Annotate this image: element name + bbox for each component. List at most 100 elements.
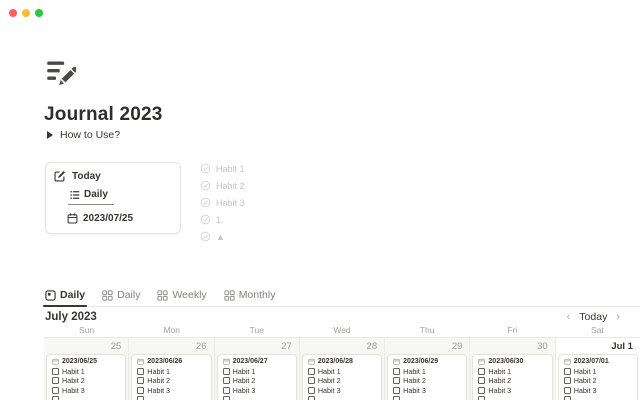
habit-row[interactable]: Habit 2 <box>563 376 633 385</box>
habit-row[interactable] <box>307 396 377 400</box>
checkbox-icon[interactable] <box>393 377 401 384</box>
day-card[interactable]: 2023/06/28 Habit 1 Habit 2 Habit 3 <box>301 354 383 400</box>
view-tabs: Daily Daily Weekly <box>42 289 640 307</box>
habit-row[interactable]: Habit 1 <box>563 366 633 376</box>
tab-label: Monthly <box>238 289 276 301</box>
today-card-date-link[interactable]: 2023/07/25 <box>67 213 172 224</box>
minimize-window-button[interactable] <box>22 9 30 17</box>
today-card-tab-daily[interactable]: Daily <box>68 189 114 205</box>
checkbox-icon[interactable] <box>563 367 571 375</box>
habit-row[interactable] <box>52 396 121 400</box>
habit-row[interactable] <box>478 396 547 400</box>
day-card-title: 2023/07/01 <box>573 358 609 365</box>
how-to-use-toggle[interactable]: How to Use? <box>47 129 120 141</box>
checkbox-icon[interactable] <box>137 386 145 394</box>
day-card[interactable]: 2023/07/01 Habit 1 Habit 2 Habit 3 <box>557 354 638 400</box>
day-card-title: 2023/06/28 <box>317 358 353 365</box>
calendar-today-button[interactable]: Today <box>579 311 608 323</box>
checkbox-icon[interactable] <box>393 396 401 400</box>
checkbox-icon[interactable] <box>52 396 59 400</box>
checkbox-icon[interactable] <box>478 386 486 394</box>
habit-row[interactable]: Habit 3 <box>52 386 121 395</box>
tab-daily-calendar[interactable]: Daily <box>42 289 88 307</box>
habit-row[interactable]: Habit 3 <box>307 386 377 395</box>
habit-button-label: Habit 1 <box>216 163 245 174</box>
checkbox-icon[interactable] <box>137 377 145 384</box>
habit-row[interactable]: Habit 3 <box>478 386 547 395</box>
checkbox-icon[interactable] <box>393 367 401 375</box>
habit-button[interactable]: Habit 1 <box>200 160 245 177</box>
checkbox-icon[interactable] <box>137 396 145 400</box>
tab-monthly[interactable]: Monthly <box>224 289 276 306</box>
habit-row[interactable]: Habit 3 <box>563 385 633 395</box>
toggle-arrow-icon <box>47 131 53 139</box>
checkbox-icon[interactable] <box>222 386 230 394</box>
habit-row[interactable]: Habit 2 <box>52 376 121 385</box>
checkbox-icon[interactable] <box>52 367 59 375</box>
habit-row[interactable]: Habit 1 <box>52 367 121 376</box>
card-calendar-icon <box>222 358 230 365</box>
habit-row[interactable] <box>137 396 206 400</box>
habit-label: Habit 2 <box>403 376 426 385</box>
habit-label: Habit 3 <box>147 385 171 395</box>
checkbox-icon[interactable] <box>307 386 315 394</box>
checkbox-icon[interactable] <box>307 377 315 384</box>
habit-row[interactable]: Habit 3 <box>222 386 292 395</box>
checkbox-icon[interactable] <box>222 367 230 375</box>
habit-row[interactable]: Habit 2 <box>222 376 292 385</box>
habit-button[interactable]: Habit 3 <box>200 194 245 211</box>
circle-check-icon <box>200 231 211 242</box>
checkbox-icon[interactable] <box>52 386 59 394</box>
habit-label: Habit 1 <box>573 366 597 376</box>
checkbox-icon[interactable] <box>563 386 571 394</box>
habit-row[interactable]: Habit 1 <box>478 367 547 376</box>
habit-row[interactable]: Habit 2 <box>393 376 462 385</box>
checkbox-icon[interactable] <box>307 396 315 400</box>
habit-button[interactable]: 1. <box>200 211 245 228</box>
habit-row[interactable]: Habit 2 <box>307 376 377 385</box>
checkbox-icon[interactable] <box>222 396 230 400</box>
tab-weekly[interactable]: Weekly <box>157 289 207 306</box>
checkbox-icon[interactable] <box>307 367 315 375</box>
checkbox-icon[interactable] <box>222 377 230 384</box>
day-card[interactable]: 2023/06/26 Habit 1 Habit 2 Habit 3 <box>131 354 212 400</box>
day-card[interactable]: 2023/06/27 Habit 1 Habit 2 Habit 3 <box>216 354 297 400</box>
habit-button[interactable]: ▲ <box>200 228 245 245</box>
zoom-window-button[interactable] <box>35 9 43 17</box>
prev-month-button[interactable]: ‹ <box>566 310 571 323</box>
checkbox-icon[interactable] <box>478 396 486 400</box>
habit-label: Habit 2 <box>62 376 85 385</box>
checkbox-icon[interactable] <box>478 367 486 375</box>
calendar-day-cell: 25 2023/06/25 Habit 1 Habit 2 Habit 3 <box>44 338 130 400</box>
habit-label: Habit 2 <box>147 376 171 385</box>
checkbox-icon[interactable] <box>478 377 486 384</box>
checkbox-icon[interactable] <box>563 377 571 384</box>
habit-row[interactable] <box>393 396 462 400</box>
tab-daily-table[interactable]: Daily <box>102 289 140 306</box>
checkbox-icon[interactable] <box>137 367 145 375</box>
habit-row[interactable] <box>222 396 292 400</box>
next-month-button[interactable]: › <box>616 310 620 323</box>
habit-row[interactable]: Habit 2 <box>478 376 547 385</box>
checkbox-icon[interactable] <box>393 386 401 394</box>
habit-row[interactable]: Habit 2 <box>137 376 206 385</box>
habit-label: Habit 3 <box>573 385 597 395</box>
habit-label: Habit 2 <box>232 376 256 385</box>
day-card[interactable]: 2023/06/25 Habit 1 Habit 2 Habit 3 <box>46 354 127 400</box>
day-card[interactable]: 2023/06/29 Habit 1 Habit 2 Habit 3 <box>387 354 468 400</box>
habit-row[interactable]: Habit 1 <box>307 367 377 376</box>
page-journal-icon[interactable] <box>46 57 76 87</box>
habit-button[interactable]: Habit 2 <box>200 177 245 194</box>
habit-row[interactable]: Habit 3 <box>393 386 462 395</box>
habit-row[interactable]: Habit 1 <box>393 367 462 376</box>
calendar-header: July 2023 ‹ Today › <box>45 309 620 325</box>
today-card[interactable]: Today Daily 2023/07/25 <box>45 162 181 234</box>
close-window-button[interactable] <box>9 9 17 17</box>
habit-row[interactable] <box>563 396 633 400</box>
habit-row[interactable]: Habit 1 <box>137 367 206 376</box>
day-card[interactable]: 2023/06/30 Habit 1 Habit 2 Habit 3 <box>472 354 553 400</box>
habit-row[interactable]: Habit 1 <box>222 367 292 376</box>
checkbox-icon[interactable] <box>563 396 571 400</box>
habit-row[interactable]: Habit 3 <box>137 385 206 395</box>
checkbox-icon[interactable] <box>52 377 59 384</box>
